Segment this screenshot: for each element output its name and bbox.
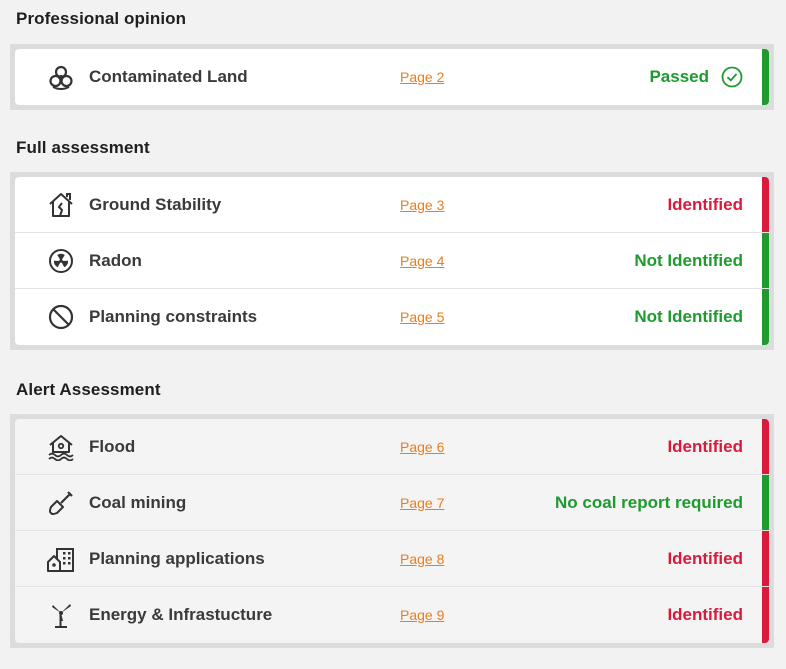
alert-assessment-card: Flood Page 6 Identified Coal mining Page…: [15, 419, 769, 643]
full-assessment-panel: Ground Stability Page 3 Identified Radon…: [10, 172, 774, 350]
row-planning-constraints: Planning constraints Page 5 Not Identifi…: [15, 289, 769, 345]
status-bar: [762, 475, 769, 530]
status-label: Identified: [667, 548, 743, 568]
page-link[interactable]: Page 2: [400, 69, 445, 85]
page-link[interactable]: Page 5: [400, 309, 445, 325]
check-circle-icon: [721, 66, 743, 88]
buildings-icon: [47, 545, 75, 573]
row-label: Energy & Infrastucture: [89, 605, 273, 624]
status-label: Identified: [667, 436, 743, 456]
status-bar: [762, 419, 769, 474]
row-label: Radon: [89, 250, 142, 270]
page-link[interactable]: Page 6: [400, 438, 445, 455]
wind-turbine-icon: [47, 601, 75, 629]
biohazard-icon: [47, 63, 75, 91]
row-label: Planning applications: [89, 548, 265, 568]
section-title-full-assessment: Full assessment: [16, 138, 150, 157]
page-link[interactable]: Page 3: [400, 196, 445, 213]
page-link[interactable]: Page 7: [400, 494, 445, 511]
flood-house-icon: [47, 433, 75, 461]
prohibited-icon: [47, 303, 75, 331]
status-bar: [762, 531, 769, 586]
professional-opinion-card: Contaminated Land Page 2 Passed: [15, 49, 769, 105]
row-label: Ground Stability: [89, 194, 222, 214]
status-bar: [762, 233, 769, 288]
status-label: Identified: [667, 194, 743, 214]
status-bar: [762, 587, 769, 643]
status-text: Passed: [649, 66, 743, 88]
row-radon: Radon Page 4 Not Identified: [15, 233, 769, 289]
row-ground-stability: Ground Stability Page 3 Identified: [15, 177, 769, 233]
page-link[interactable]: Page 4: [400, 252, 445, 269]
row-coal-mining: Coal mining Page 7 No coal report requir…: [15, 475, 769, 531]
row-label: Contaminated Land: [89, 67, 248, 86]
status-label: Not Identified: [634, 250, 743, 270]
house-crack-icon: [47, 191, 75, 219]
professional-opinion-panel: Contaminated Land Page 2 Passed: [10, 44, 774, 110]
shovel-icon: [47, 489, 75, 517]
status-label: No coal report required: [555, 492, 743, 512]
row-energy-infrastructure: Energy & Infrastucture Page 9 Identified: [15, 587, 769, 643]
status-bar: [762, 289, 769, 345]
status-bar: [762, 49, 769, 105]
status-label: Passed: [649, 67, 709, 86]
page-link[interactable]: Page 8: [400, 550, 445, 567]
row-flood: Flood Page 6 Identified: [15, 419, 769, 475]
row-label: Coal mining: [89, 492, 187, 512]
section-title-professional-opinion: Professional opinion: [16, 9, 187, 28]
section-title-alert-assessment: Alert Assessment: [16, 380, 161, 399]
status-label: Not Identified: [634, 307, 743, 326]
row-label: Flood: [89, 436, 136, 456]
status-bar: [762, 177, 769, 232]
row-contaminated-land: Contaminated Land Page 2 Passed: [15, 49, 769, 105]
page-link[interactable]: Page 9: [400, 607, 445, 623]
row-label: Planning constraints: [89, 307, 258, 326]
full-assessment-card: Ground Stability Page 3 Identified Radon…: [15, 177, 769, 345]
radiation-icon: [47, 247, 75, 275]
row-planning-applications: Planning applications Page 8 Identified: [15, 531, 769, 587]
status-label: Identified: [667, 605, 743, 624]
alert-assessment-panel: Flood Page 6 Identified Coal mining Page…: [10, 414, 774, 648]
